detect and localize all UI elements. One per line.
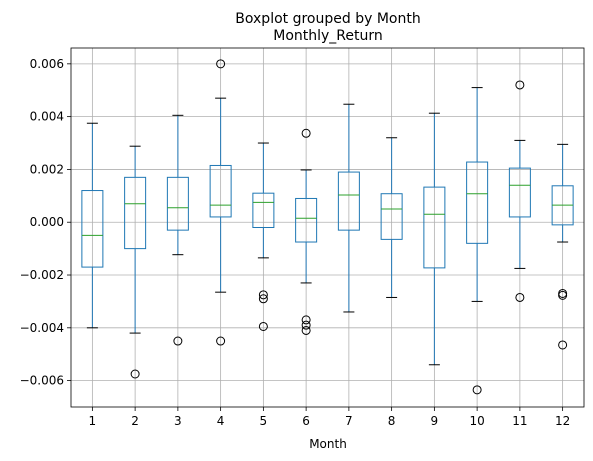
plot-frame (71, 48, 584, 407)
chart-subtitle: Monthly_Return (273, 28, 383, 44)
x-tick-label: 5 (260, 414, 268, 428)
y-tick-label: 0.002 (30, 162, 64, 176)
grid-lines (71, 48, 584, 407)
x-axis-label: Month (309, 437, 347, 451)
y-axis: −0.006 −0.004 −0.002 0.000 0.002 0.004 0.006 (20, 57, 71, 388)
x-tick-label: 11 (512, 414, 527, 428)
x-tick-label: 4 (217, 414, 225, 428)
x-axis: 1 2 3 4 5 6 7 8 9 10 11 12 (89, 407, 571, 428)
x-tick-label: 12 (555, 414, 570, 428)
y-tick-label: 0.000 (30, 215, 64, 229)
x-tick-label: 9 (431, 414, 439, 428)
chart-title: Boxplot grouped by Month (235, 11, 420, 27)
x-tick-label: 10 (469, 414, 484, 428)
box-month-5 (253, 143, 274, 330)
y-tick-label: 0.004 (30, 110, 64, 124)
x-tick-label: 1 (89, 414, 97, 428)
x-tick-label: 6 (302, 414, 310, 428)
box-series (82, 60, 573, 394)
x-tick-label: 3 (174, 414, 182, 428)
x-tick-label: 8 (388, 414, 396, 428)
y-tick-label: 0.006 (30, 57, 64, 71)
x-tick-label: 2 (131, 414, 139, 428)
x-tick-label: 7 (345, 414, 353, 428)
y-tick-label: −0.006 (20, 374, 64, 388)
y-tick-label: −0.002 (20, 268, 64, 282)
y-tick-label: −0.004 (20, 321, 64, 335)
